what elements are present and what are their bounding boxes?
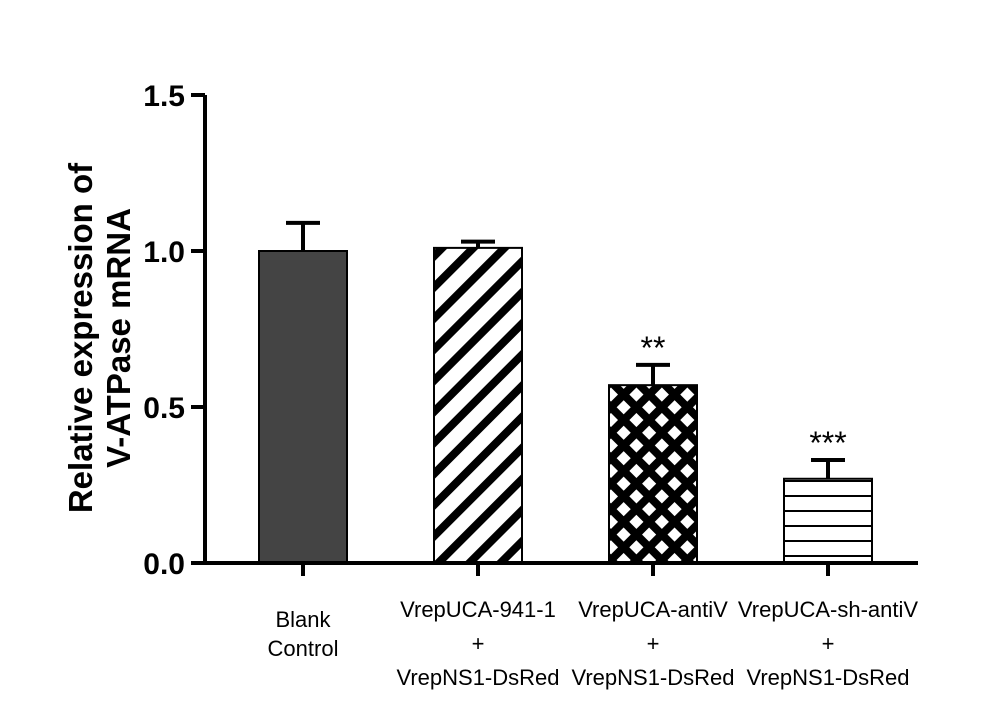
x-category-label: VrepUCA-941-1 + VrepNS1-DsRed (396, 597, 559, 690)
y-tick-label: 0.0 (143, 548, 185, 581)
x-category-label-line: VrepNS1-DsRed (396, 665, 559, 690)
x-category-label-line: VrepUCA-941-1 (400, 597, 556, 622)
y-axis-title-line2: V-ATPase mRNA (100, 208, 137, 468)
y-tick-label: 1.0 (143, 236, 185, 269)
bar (783, 477, 873, 565)
x-category-label-line: Control (268, 636, 339, 661)
bar (433, 246, 523, 564)
x-category-label: VrepUCA-sh-antiV + VrepNS1-DsRed (738, 597, 918, 690)
x-category-label: VrepUCA-antiV + VrepNS1-DsRed (571, 597, 734, 690)
x-category-label-line: + (647, 631, 660, 656)
x-category-label-line: VrepNS1-DsRed (746, 665, 909, 690)
significance-label: ** (641, 330, 666, 366)
x-category-label-line: VrepNS1-DsRed (571, 665, 734, 690)
y-tick-label: 1.5 (143, 80, 185, 113)
y-axis-ticks: 0.0 0.5 1.0 1.5 (143, 80, 205, 581)
x-category-label-line: Blank (275, 607, 331, 632)
x-category-label-line: + (472, 631, 485, 656)
x-category-label-line: VrepUCA-sh-antiV (738, 597, 918, 622)
y-axis-title: Relative expression of V-ATPase mRNA (62, 162, 137, 513)
bars: ***** (258, 220, 873, 565)
y-tick-label: 0.5 (143, 392, 185, 425)
bar (608, 384, 698, 564)
x-category-label: Blank Control (268, 607, 339, 661)
x-category-label-line: + (822, 631, 835, 656)
y-axis-title-line1: Relative expression of (62, 162, 99, 513)
bar (258, 250, 348, 564)
significance-label: *** (809, 425, 846, 461)
x-category-label-line: VrepUCA-antiV (578, 597, 728, 622)
